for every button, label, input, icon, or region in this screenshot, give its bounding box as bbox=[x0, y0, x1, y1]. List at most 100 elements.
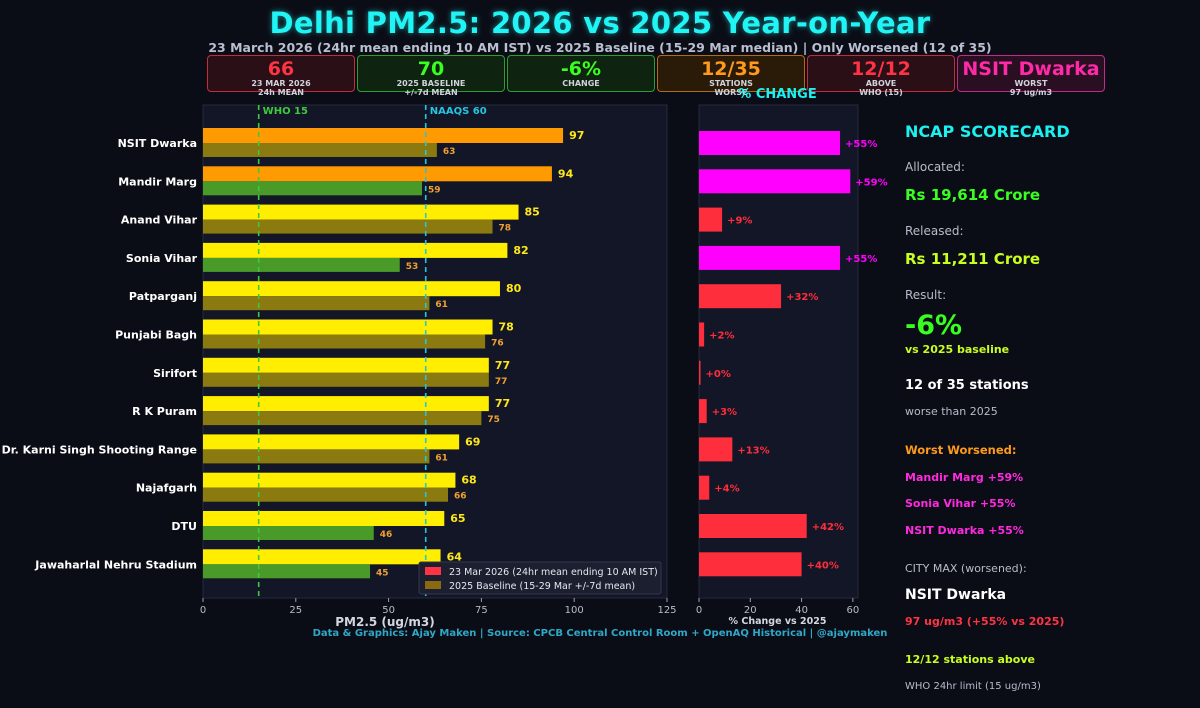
change-bar bbox=[699, 131, 841, 155]
reference-line-label: NAAQS 60 bbox=[430, 106, 487, 117]
bar-2026 bbox=[203, 242, 508, 258]
bar-2025 bbox=[203, 219, 493, 234]
legend-label-2025: 2025 Baseline (15-29 Mar +/-7d mean) bbox=[449, 581, 635, 592]
value-label-2026: 68 bbox=[461, 474, 476, 487]
bar-2026 bbox=[203, 549, 441, 565]
released-value: Rs 11,211 Crore bbox=[905, 250, 1041, 268]
legend-box bbox=[418, 561, 662, 595]
value-label-2026: 69 bbox=[465, 435, 480, 448]
result-sub: vs 2025 baseline bbox=[905, 343, 1010, 356]
change-bar bbox=[699, 552, 802, 577]
kpi-value: 66 bbox=[267, 58, 295, 80]
value-label-2025: 76 bbox=[491, 339, 504, 349]
value-label-2025: 78 bbox=[499, 224, 512, 234]
category-label: Anand Vihar bbox=[121, 214, 198, 227]
change-label: +32% bbox=[786, 292, 818, 303]
change-label: +55% bbox=[845, 254, 877, 265]
kpi-card-change: -6% CHANGE bbox=[507, 55, 655, 92]
kpi-card-worst: NSIT Dwarka WORST 97 ug/m3 bbox=[957, 55, 1105, 97]
kpi-label: CHANGE bbox=[562, 79, 600, 88]
bar-2026 bbox=[203, 128, 564, 143]
value-label-2026: 85 bbox=[525, 206, 540, 219]
change-bar bbox=[699, 245, 841, 270]
value-label-2025: 77 bbox=[495, 377, 508, 387]
stations-sub: worse than 2025 bbox=[905, 405, 998, 418]
value-label-2026: 82 bbox=[513, 244, 528, 257]
x-tick-label: 75 bbox=[475, 605, 488, 616]
change-bar bbox=[699, 360, 701, 385]
legend-swatch-2025 bbox=[425, 581, 441, 589]
worst-item: NSIT Dwarka +55% bbox=[905, 524, 1024, 537]
x-tick-label: 60 bbox=[847, 605, 860, 616]
change-bar bbox=[699, 437, 733, 462]
bar-2025 bbox=[203, 449, 430, 464]
kpi-label: 97 ug/m3 bbox=[1009, 88, 1053, 97]
bar-2025 bbox=[203, 181, 423, 196]
change-label: +59% bbox=[855, 177, 887, 188]
value-label-2025: 61 bbox=[435, 300, 448, 310]
kpi-label: +/-7d MEAN bbox=[404, 88, 458, 97]
bar-2026 bbox=[203, 511, 445, 526]
kpi-label: 2025 BASELINE bbox=[396, 79, 466, 88]
x-tick-label: 20 bbox=[744, 605, 757, 616]
value-label-2025: 59 bbox=[428, 185, 441, 195]
category-label: Patparganj bbox=[129, 290, 197, 303]
change-bar bbox=[699, 207, 723, 232]
worst-item: Sonia Vihar +55% bbox=[905, 497, 1016, 510]
bar-2025 bbox=[203, 564, 371, 579]
value-label-2026: 64 bbox=[447, 550, 463, 563]
result-value: -6% bbox=[905, 310, 963, 341]
citymax-label: CITY MAX (worsened): bbox=[905, 562, 1027, 575]
kpi-label: WORSE bbox=[714, 88, 748, 97]
value-label-2025: 46 bbox=[380, 530, 393, 540]
value-label-2026: 77 bbox=[495, 359, 510, 372]
pm25-bar-chart: 0 25 50 75 100 125 PM2.5 (ug/m3) 97 63 NSIT Dwark… bbox=[2, 104, 677, 629]
change-bar bbox=[699, 514, 807, 538]
citymax-value: 97 ug/m3 (+55% vs 2025) bbox=[905, 615, 1065, 628]
category-label: Sirifort bbox=[153, 367, 197, 380]
x-tick-label: 0 bbox=[200, 605, 206, 616]
change-label: +9% bbox=[727, 216, 752, 227]
legend-swatch-2026 bbox=[425, 567, 441, 575]
kpi-value: NSIT Dwarka bbox=[962, 58, 1100, 80]
worst-item: Mandir Marg +59% bbox=[905, 471, 1024, 484]
change-label: +40% bbox=[807, 560, 839, 571]
stations-count: 12 of 35 stations bbox=[905, 378, 1029, 393]
category-label: NSIT Dwarka bbox=[118, 137, 197, 150]
x-tick-label: 50 bbox=[382, 605, 395, 616]
kpi-label: 23 MAR 2026 bbox=[251, 79, 311, 88]
change-label: +55% bbox=[845, 139, 877, 150]
value-label-2025: 75 bbox=[487, 415, 500, 425]
kpi-card-above-who: 12/12 ABOVE WHO (15) bbox=[807, 55, 955, 97]
above-sub: WHO 24hr limit (15 ug/m3) bbox=[905, 681, 1041, 692]
value-label-2025: 45 bbox=[376, 568, 389, 578]
value-label-2026: 80 bbox=[506, 282, 522, 295]
bar-2025 bbox=[203, 334, 486, 349]
kpi-label: 24h MEAN bbox=[258, 88, 304, 97]
value-label-2025: 53 bbox=[406, 262, 419, 272]
kpi-value: 70 bbox=[417, 58, 445, 80]
category-label: Jawaharlal Nehru Stadium bbox=[34, 558, 197, 571]
value-label-2026: 77 bbox=[495, 397, 510, 410]
bar-2025 bbox=[203, 372, 489, 387]
footer-credit: Data & Graphics: Ajay Maken | Source: CP… bbox=[312, 628, 888, 639]
bar-2025 bbox=[203, 296, 430, 311]
bar-2025 bbox=[203, 487, 448, 502]
x-tick-label: 0 bbox=[696, 605, 702, 616]
legend-label-2026: 23 Mar 2026 (24hr mean ending 10 AM IST) bbox=[449, 567, 658, 578]
bar-2026 bbox=[203, 434, 460, 450]
bar-2026 bbox=[203, 396, 489, 412]
result-label: Result: bbox=[905, 288, 947, 302]
bar-2025 bbox=[203, 526, 374, 540]
bar-2026 bbox=[203, 204, 519, 220]
category-label: R K Puram bbox=[132, 405, 197, 418]
category-label: DTU bbox=[171, 520, 197, 533]
plot-area bbox=[698, 104, 859, 599]
category-label: Dr. Karni Singh Shooting Range bbox=[2, 443, 197, 456]
bar-2026 bbox=[203, 357, 489, 373]
change-label: +42% bbox=[812, 522, 844, 533]
allocated-value: Rs 19,614 Crore bbox=[905, 186, 1041, 204]
scorecard-heading: NCAP SCORECARD bbox=[905, 122, 1070, 141]
value-label-2026: 97 bbox=[569, 129, 584, 142]
kpi-label: WHO (15) bbox=[859, 88, 903, 97]
